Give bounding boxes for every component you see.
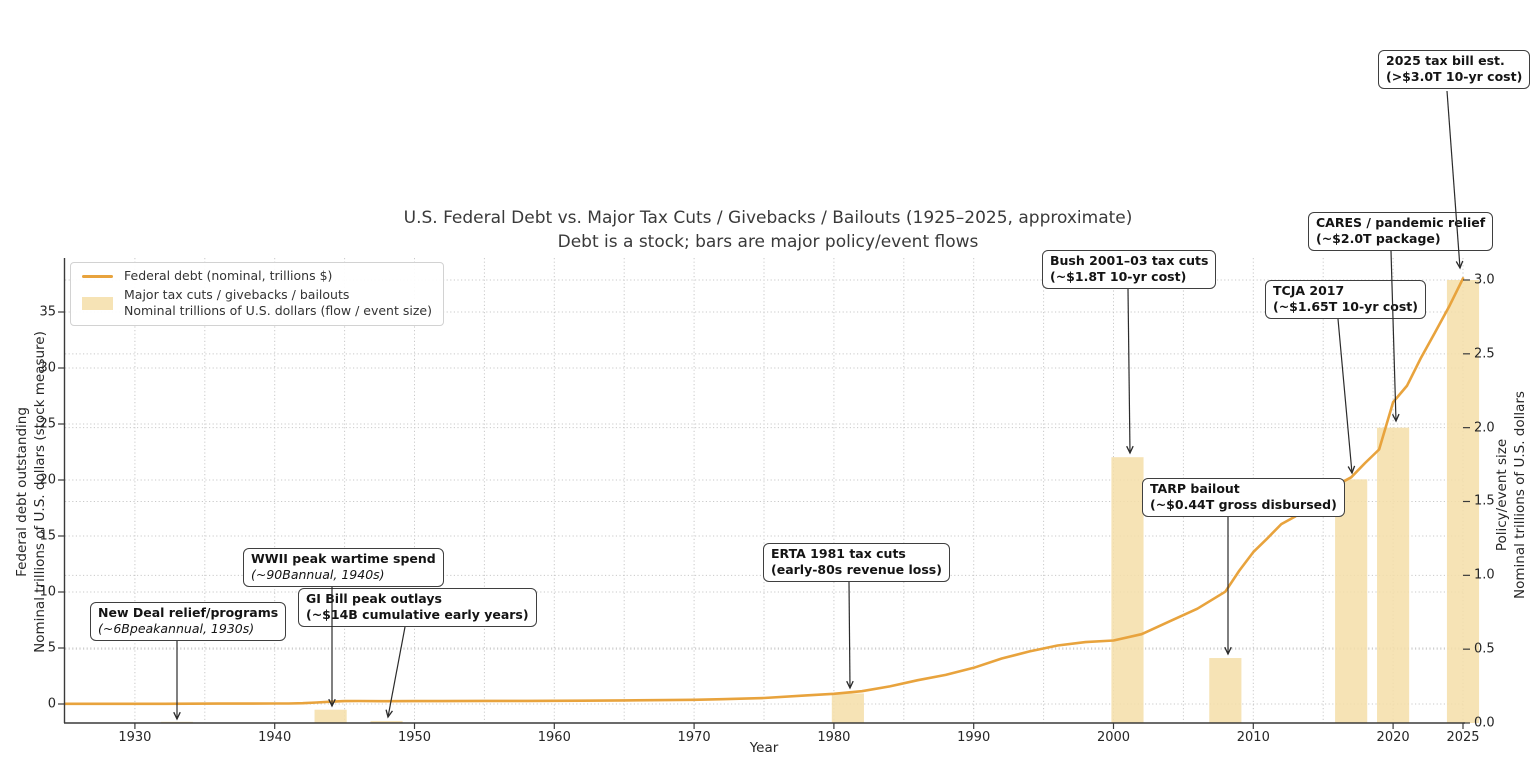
left-y-axis-label-line1: Federal debt outstanding [13,407,30,577]
bar-gi-bill-peak-outlays [370,720,403,723]
bar-wwii-peak-wartime-spend [314,709,347,723]
legend: Federal debt (nominal, trillions $) Majo… [70,262,444,326]
x-tick-label-2000: 2000 [1096,730,1131,745]
annotation-detail: (~$14B cumulative early years) [306,607,529,623]
legend-debt-line-label: Federal debt (nominal, trillions $) [124,268,333,283]
x-tick-label-1940: 1940 [258,730,292,745]
bar-new-deal-relief-programs [160,721,193,723]
annotation-erta-1981-tax-cuts: ERTA 1981 tax cuts (early-80s revenue los… [763,543,950,582]
annotation-detail: (~90Bannual, 1940s) [251,567,385,583]
legend-policy-bars-label-line1: Major tax cuts / givebacks / bailouts [124,287,350,302]
annotation-tarp-bailout: TARP bailout (~$0.44T gross disbursed) [1142,478,1345,517]
right-tick-label-2.5: 2.5 [1474,346,1495,362]
annotation-detail: (~$1.65T 10-yr cost) [1273,299,1418,315]
left-tick-label-10: 10 [39,584,56,600]
debt-line-swatch-icon [82,274,113,278]
right-tick-label-0.5: 0.5 [1474,641,1495,657]
left-tick-label-25: 25 [39,416,56,432]
annotation-detail: (~$1.8T 10-yr cost) [1050,269,1187,285]
right-tick-label-2.0: 2.0 [1474,420,1495,436]
annotation-title: 2025 tax bill est. [1386,53,1505,68]
legend-policy-bars-label-line2: Nominal trillions of U.S. dollars (flow … [124,303,432,318]
annotation-new-deal-relief-programs: New Deal relief/programs (~6Bpeakannual, … [90,602,287,641]
annotation-arrow-tcja-2017 [1337,318,1356,475]
annotation-detail: (~6Bpeakannual, 1930s) [98,621,255,637]
annotation-title: TCJA 2017 [1273,283,1345,298]
x-tick-label-1930: 1930 [118,730,152,745]
annotation-arrow-bush-2001-03-tax-cuts [1126,288,1134,455]
annotation-detail: (~$0.44T gross disbursed) [1150,497,1337,513]
left-tick-label-15: 15 [39,528,56,544]
left-y-axis-label: Federal debt outstanding Nominal trillio… [13,331,49,653]
left-tick-label-35: 35 [39,304,56,320]
bar-cares-pandemic-relief [1377,427,1410,723]
annotation-title: TARP bailout [1150,481,1240,496]
policy-bars-swatch-icon [82,296,113,310]
right-tick-label-1.5: 1.5 [1474,493,1495,509]
x-tick-label-2020: 2020 [1376,730,1410,745]
annotation-detail: (>$3.0T 10-yr cost) [1386,69,1523,85]
annotation-arrow-cares-pandemic-relief [1390,250,1400,423]
x-tick-label-1980: 1980 [817,730,851,745]
bar-bush-2001-03-tax-cuts [1111,457,1144,723]
bar-tarp-bailout [1209,658,1242,723]
annotation-arrow-erta-1981-tax-cuts [846,581,854,690]
right-y-axis-label-line1: Policy/event size [1493,438,1510,552]
chart-title-line1: U.S. Federal Debt vs. Major Tax Cuts / G… [403,208,1133,228]
annotation-wwii-peak-wartime-spend: WWII peak wartime spend (~90Bannual, 1940… [243,548,444,587]
annotation-title: WWII peak wartime spend [251,551,436,566]
x-tick-label-1970: 1970 [677,730,711,745]
annotation-cares-pandemic-relief: CARES / pandemic relief (~$2.0T package) [1308,212,1494,251]
annotation-title: GI Bill peak outlays [306,591,442,606]
x-tick-label-2025: 2025 [1446,730,1480,745]
x-tick-label-2010: 2010 [1236,730,1270,745]
legend-policy-bars-label: Major tax cuts / givebacks / bailouts No… [124,287,432,319]
annotation-detail: (~$2.0T package) [1316,231,1441,247]
x-tick-label-1950: 1950 [397,730,432,745]
bar-erta-1981-tax-cuts [831,693,864,723]
annotation-title: New Deal relief/programs [98,605,279,620]
left-tick-label-20: 20 [39,472,56,488]
annotation-bush-2001-03-tax-cuts: Bush 2001–03 tax cuts (~$1.8T 10-yr cost) [1042,250,1217,289]
legend-item-debt-line: Federal debt (nominal, trillions $) [82,268,432,284]
left-y-axis-label-line2: Nominal trillions of U.S. dollars (stock… [32,331,48,653]
right-tick-label-3.0: 3.0 [1474,272,1495,288]
x-axis-label: Year [749,740,779,756]
right-y-axis-label: Policy/event size Nominal trillions of U… [1493,391,1529,599]
annotation-title: Bush 2001–03 tax cuts [1050,253,1209,268]
annotation-tcja-2017: TCJA 2017 (~$1.65T 10-yr cost) [1265,280,1426,319]
x-tick-label-1990: 1990 [957,730,991,745]
left-tick-label-0: 0 [47,696,56,712]
annotation-2025-tax-bill-est: 2025 tax bill est. (>$3.0T 10-yr cost) [1378,50,1531,89]
right-y-axis-label-line2: Nominal trillions of U.S. dollars [1512,391,1528,599]
legend-item-policy-bars: Major tax cuts / givebacks / bailouts No… [82,287,432,319]
left-tick-label-5: 5 [47,640,56,656]
annotation-detail: (early-80s revenue loss) [771,562,942,578]
annotation-title: CARES / pandemic relief [1316,215,1486,230]
annotation-arrow-gi-bill-peak-outlays [385,626,406,719]
chart-subtitle: Debt is a stock; bars are major policy/e… [557,232,979,253]
left-tick-label-30: 30 [39,360,56,376]
chart-title: U.S. Federal Debt vs. Major Tax Cuts / G… [404,206,1133,254]
annotation-gi-bill-peak-outlays: GI Bill peak outlays (~$14B cumulative ea… [298,588,537,627]
x-tick-label-1960: 1960 [537,730,571,745]
right-tick-label-1.0: 1.0 [1474,567,1495,583]
right-tick-label-0.0: 0.0 [1474,715,1495,731]
annotation-title: ERTA 1981 tax cuts [771,546,906,561]
